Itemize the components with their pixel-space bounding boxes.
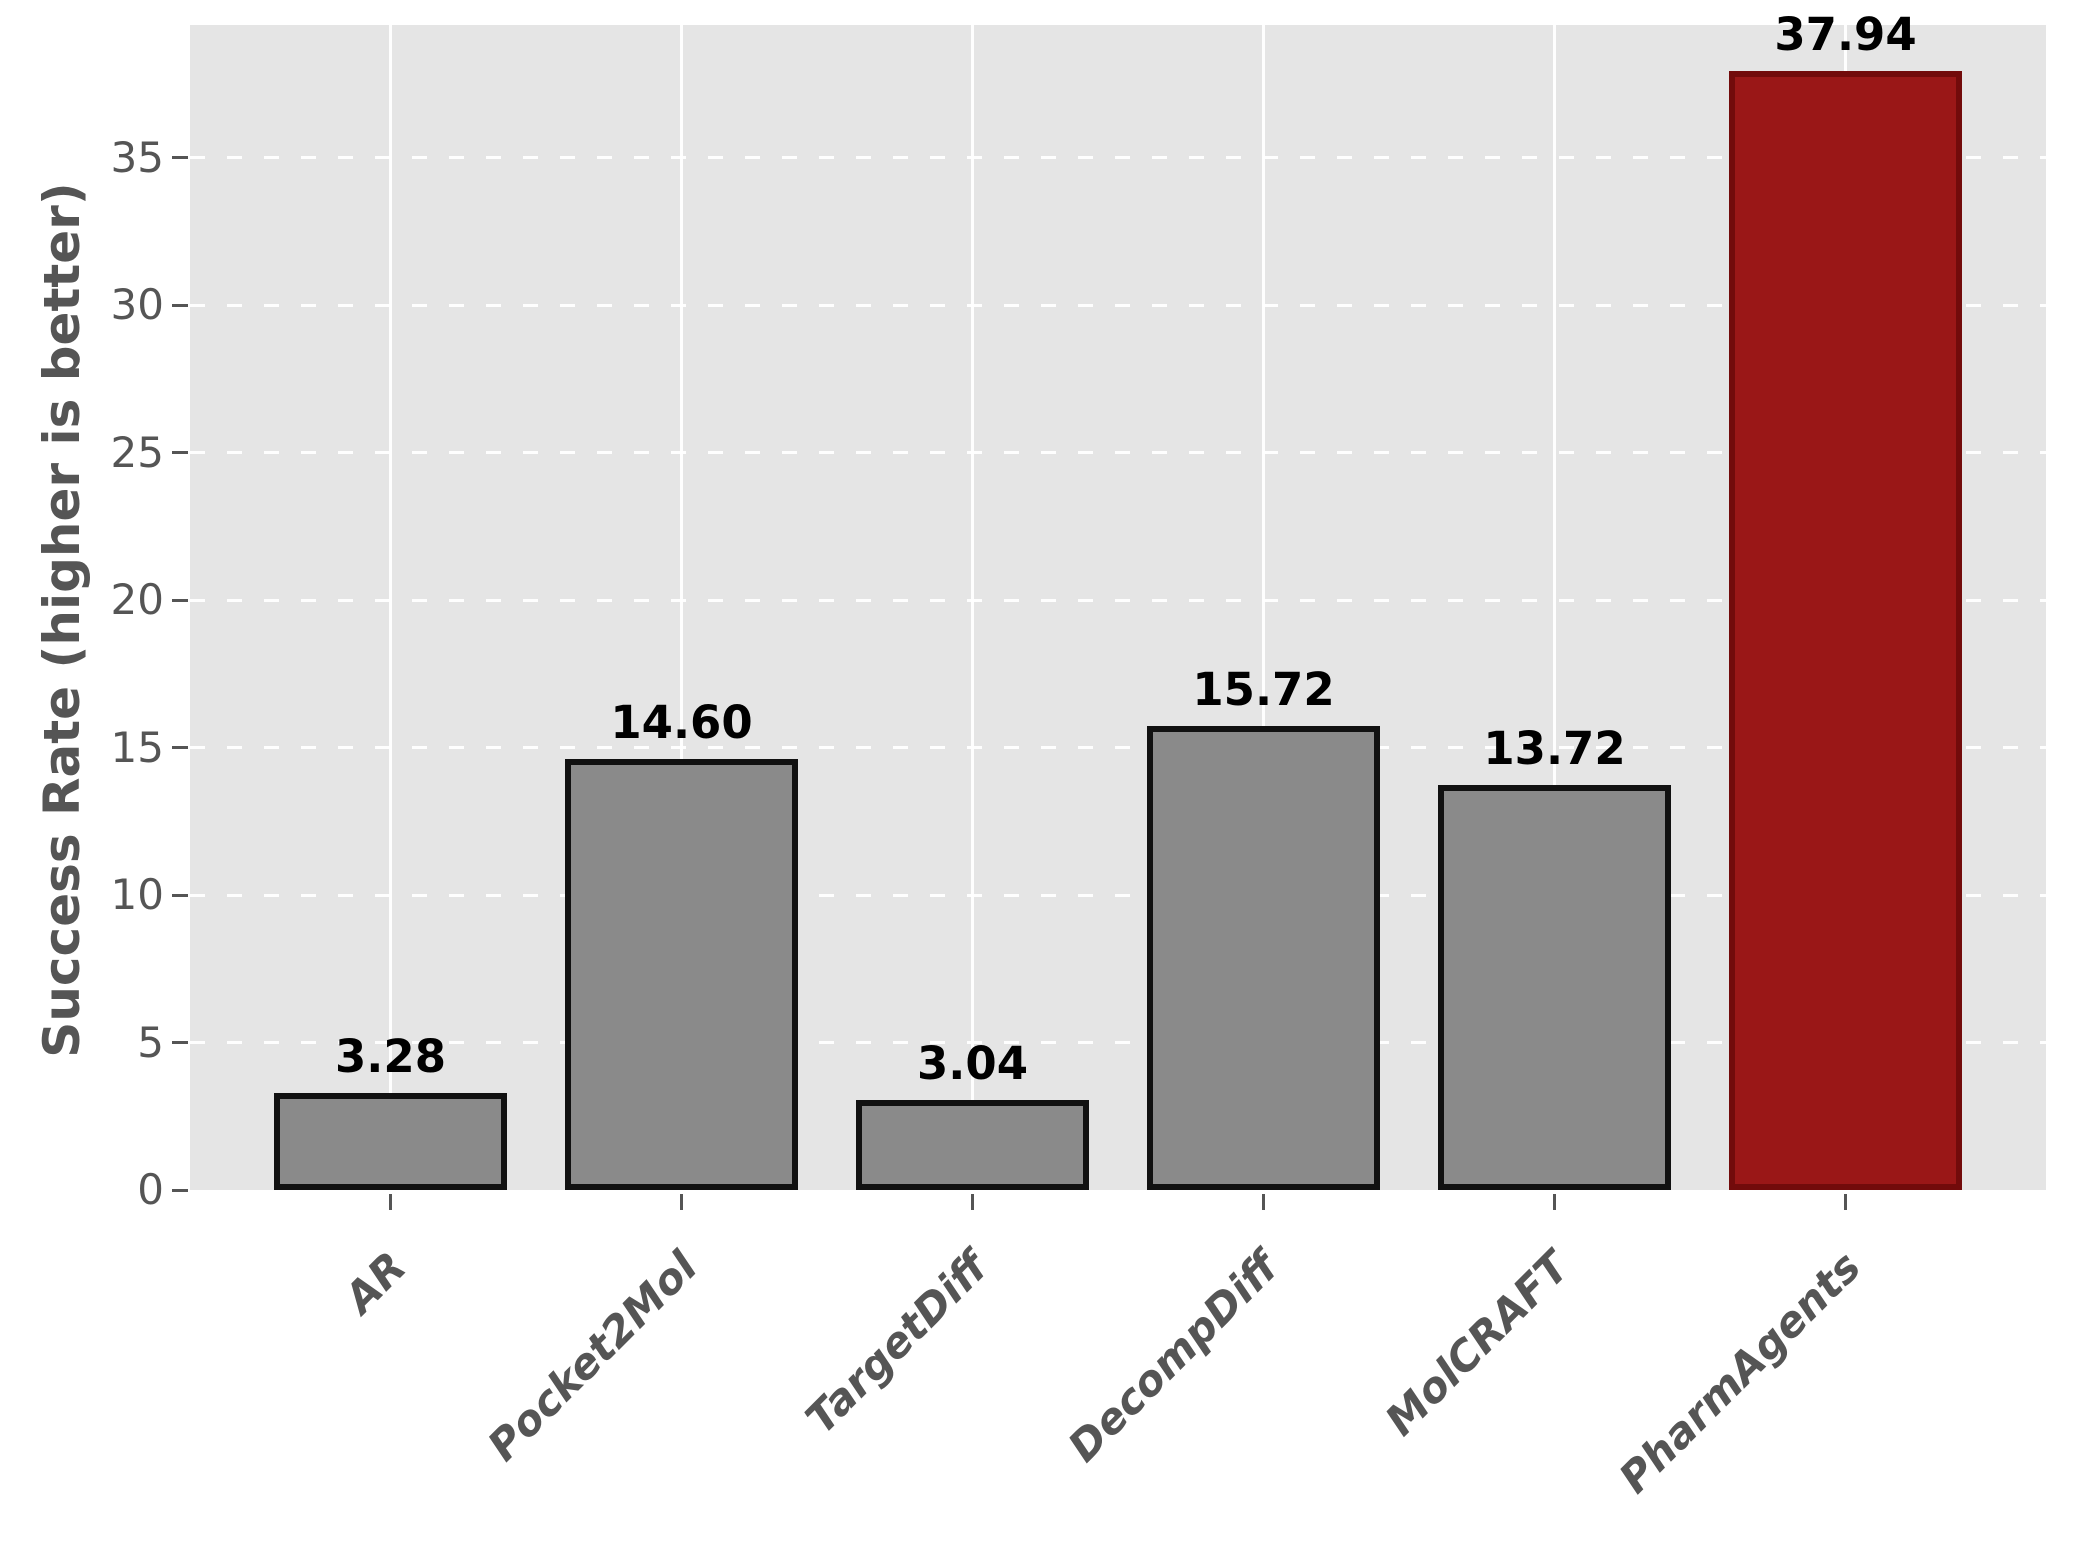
- x-tick-mark: [389, 1194, 392, 1210]
- bar-highlighted: [1729, 71, 1962, 1190]
- bar: [274, 1093, 507, 1190]
- bar-value-label: 14.60: [610, 696, 753, 750]
- gridline-vertical: [971, 25, 974, 1190]
- bar: [1147, 726, 1380, 1190]
- y-tick-mark: [172, 451, 188, 455]
- bar: [856, 1100, 1089, 1190]
- y-tick-mark: [172, 1188, 188, 1192]
- x-tick-label: PharmAgents: [1609, 1242, 1871, 1503]
- bar-value-label: 13.72: [1483, 722, 1626, 776]
- gridline-vertical: [1262, 25, 1265, 1190]
- gridline-horizontal: [190, 156, 2046, 160]
- bar: [1438, 785, 1671, 1190]
- x-tick-label: Pocket2Mol: [477, 1242, 707, 1471]
- bar-value-label: 37.94: [1774, 8, 1917, 62]
- gridline-horizontal: [190, 746, 2046, 750]
- y-tick-mark: [172, 893, 188, 897]
- y-tick-label: 20: [110, 575, 164, 625]
- x-tick-mark: [1553, 1194, 1556, 1210]
- gridline-vertical: [1553, 25, 1556, 1190]
- y-tick-mark: [172, 303, 188, 307]
- gridline-horizontal: [190, 1041, 2046, 1045]
- y-tick-mark: [172, 746, 188, 750]
- bar-value-label: 3.04: [916, 1037, 1029, 1091]
- bar: [565, 759, 798, 1190]
- y-tick-label: 15: [110, 722, 164, 772]
- y-tick-label: 25: [110, 427, 164, 477]
- x-tick-label: AR: [334, 1242, 416, 1323]
- x-tick-label: DecompDiff: [1058, 1242, 1289, 1472]
- y-tick-mark: [172, 1041, 188, 1045]
- x-tick-mark: [971, 1194, 974, 1210]
- gridline-horizontal: [190, 451, 2046, 455]
- y-tick-mark: [172, 156, 188, 160]
- y-tick-label: 10: [110, 870, 164, 920]
- gridline-horizontal: [190, 598, 2046, 602]
- y-tick-label: 0: [137, 1165, 164, 1214]
- x-tick-mark: [1262, 1194, 1265, 1210]
- x-tick-label: TargetDiff: [795, 1242, 998, 1444]
- x-tick-label: MolCRAFT: [1376, 1242, 1580, 1445]
- y-tick-mark: [172, 598, 188, 602]
- y-tick-label: 35: [110, 132, 164, 182]
- gridline-horizontal: [190, 893, 2046, 897]
- plot-area: 3.28 14.60 3.04 15.72 13.72 37.94: [190, 8, 2046, 1190]
- y-tick-label: 30: [110, 280, 164, 330]
- x-tick-mark: [680, 1194, 683, 1210]
- bar-value-label: 3.28: [334, 1030, 447, 1084]
- gridline-horizontal: [190, 303, 2046, 307]
- bar-value-label: 15.72: [1192, 663, 1335, 717]
- x-tick-mark: [1844, 1194, 1847, 1210]
- gridline-vertical: [389, 25, 392, 1190]
- gridline-vertical: [680, 25, 683, 1190]
- y-tick-label: 5: [137, 1017, 164, 1067]
